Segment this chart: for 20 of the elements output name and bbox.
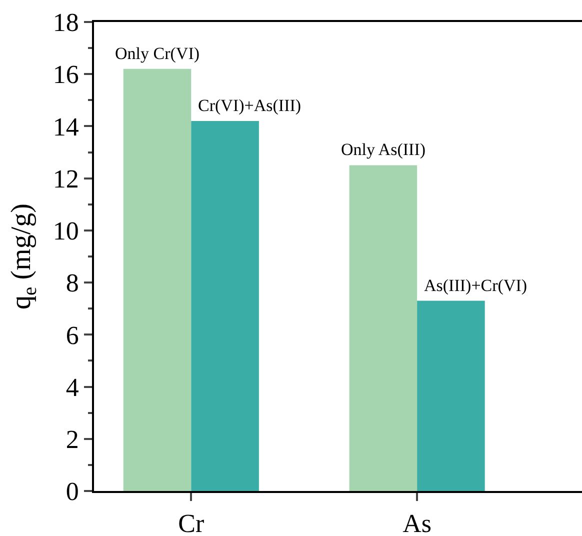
bar [349, 165, 418, 491]
annotation: Only Cr(VI) [115, 44, 200, 63]
y-tick-label: 6 [66, 320, 79, 350]
y-tick-label: 16 [52, 60, 79, 90]
y-tick-label: 18 [52, 8, 79, 38]
y-tick-label: 12 [52, 164, 79, 194]
annotation: As(III)+Cr(VI) [424, 276, 528, 295]
annotation: Only As(III) [341, 140, 426, 159]
y-tick-label: 10 [52, 216, 79, 246]
y-tick-label: 0 [66, 477, 79, 506]
annotation: Cr(VI)+As(III) [198, 96, 302, 115]
x-tick-label: Cr [178, 509, 204, 536]
bar [191, 121, 259, 491]
y-tick-label: 8 [66, 268, 79, 298]
y-tick-label: 4 [66, 372, 79, 402]
y-tick-label: 14 [52, 112, 79, 142]
y-tick-label: 2 [66, 424, 79, 454]
bar [417, 300, 485, 491]
bar [123, 68, 192, 491]
x-tick-label: As [402, 509, 432, 536]
